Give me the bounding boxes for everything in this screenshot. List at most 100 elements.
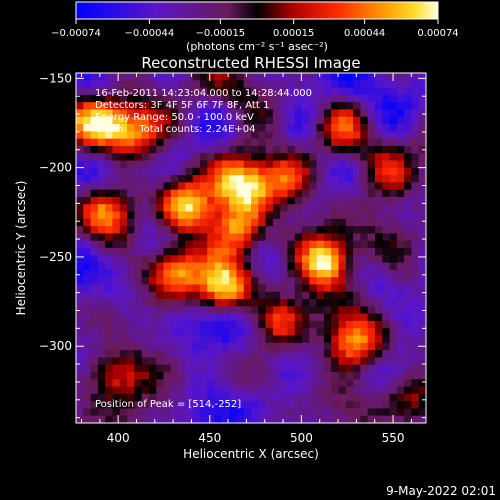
heatmap-cell xyxy=(272,175,281,183)
colorbar-gradient xyxy=(75,1,439,20)
heatmap-cell xyxy=(221,80,230,89)
heatmap-cell xyxy=(389,226,398,235)
heatmap-cell xyxy=(229,350,238,358)
heatmap-cell xyxy=(127,379,135,388)
heatmap-cell xyxy=(345,379,354,388)
heatmap-cell xyxy=(192,218,201,227)
heatmap-cell xyxy=(207,196,216,205)
heatmap-cell xyxy=(83,80,92,89)
heatmap-cell xyxy=(221,73,230,81)
heatmap-cell xyxy=(411,401,420,410)
heatmap-cell xyxy=(294,262,303,271)
heatmap-cell xyxy=(360,350,369,358)
heatmap-cell xyxy=(199,87,208,96)
heatmap-cell xyxy=(287,269,296,278)
heatmap-cell xyxy=(382,124,391,132)
heatmap-cell xyxy=(323,131,332,140)
heatmap-cell xyxy=(287,124,296,132)
heatmap-cell xyxy=(163,167,172,176)
heatmap-cell xyxy=(360,401,369,410)
heatmap-cell xyxy=(396,379,405,388)
heatmap-cell xyxy=(389,248,398,256)
heatmap-cell xyxy=(374,145,383,154)
heatmap-cell xyxy=(309,116,318,125)
heatmap-cell xyxy=(185,73,194,81)
heatmap-cell xyxy=(338,313,347,322)
heatmap-cell xyxy=(76,255,84,264)
heatmap-cell xyxy=(199,262,208,271)
heatmap-cell xyxy=(156,189,165,198)
heatmap-cell xyxy=(258,284,267,293)
heatmap-cell xyxy=(97,269,106,278)
heatmap-cell xyxy=(207,87,216,96)
heatmap-cell xyxy=(163,182,172,191)
heatmap-cell xyxy=(163,102,172,111)
heatmap-cell xyxy=(316,379,325,388)
heatmap-cell xyxy=(294,204,303,213)
heatmap-cell xyxy=(163,357,172,366)
heatmap-cell xyxy=(338,269,347,278)
heatmap-cell xyxy=(302,277,310,286)
heatmap-cell xyxy=(221,371,230,380)
heatmap-cell xyxy=(374,299,383,307)
heatmap-cell xyxy=(170,364,179,373)
heatmap-cell xyxy=(90,102,99,111)
heatmap-cell xyxy=(382,138,391,147)
heatmap-cell xyxy=(404,218,413,227)
heatmap-cell xyxy=(127,94,135,103)
heatmap-cell xyxy=(192,189,201,198)
heatmap-cell xyxy=(163,415,172,423)
heatmap-cell xyxy=(280,73,289,81)
heatmap-cell xyxy=(404,233,413,242)
heatmap-cell xyxy=(148,182,157,191)
heatmap-cell xyxy=(170,196,179,205)
heatmap-cell xyxy=(360,342,369,351)
heatmap-cell xyxy=(309,145,318,154)
heatmap-cell xyxy=(76,371,84,380)
heatmap-cell xyxy=(258,371,267,380)
heatmap-cell xyxy=(294,277,303,286)
heatmap-cell xyxy=(185,87,194,96)
heatmap-cell xyxy=(345,160,354,169)
heatmap-cell xyxy=(272,211,281,220)
heatmap-cell xyxy=(404,160,413,169)
heatmap-cell xyxy=(236,116,245,125)
heatmap-cell xyxy=(323,335,332,344)
heatmap-cell xyxy=(229,211,238,220)
heatmap-cell xyxy=(90,204,99,213)
heatmap-cell xyxy=(316,233,325,242)
heatmap-cell xyxy=(382,313,391,322)
heatmap-cell xyxy=(221,284,230,293)
heatmap-cell xyxy=(302,262,310,271)
heatmap-cell xyxy=(214,226,223,235)
y-tick-label: −200 xyxy=(39,161,72,175)
heatmap-cell xyxy=(309,320,318,329)
heatmap-cell xyxy=(316,291,325,300)
heatmap-cell xyxy=(302,379,310,388)
heatmap-cell xyxy=(243,299,252,307)
heatmap-cell xyxy=(199,211,208,220)
heatmap-cell xyxy=(207,262,216,271)
heatmap-cell xyxy=(90,299,99,307)
heatmap-cell xyxy=(302,248,310,256)
heatmap-cell xyxy=(389,204,398,213)
heatmap-cell xyxy=(90,408,99,417)
heatmap-cell xyxy=(411,408,420,417)
heatmap-cell xyxy=(338,415,347,423)
heatmap-cell xyxy=(127,262,135,271)
heatmap-cell xyxy=(141,218,150,227)
heatmap-cell xyxy=(185,335,194,344)
heatmap-cell xyxy=(163,240,172,249)
heatmap-cell xyxy=(272,379,281,388)
heatmap-cell xyxy=(316,255,325,264)
heatmap-cell xyxy=(83,248,92,256)
heatmap-cell xyxy=(251,160,259,169)
heatmap-cell xyxy=(229,218,238,227)
heatmap-cell xyxy=(119,393,128,402)
heatmap-cell xyxy=(418,109,426,118)
heatmap-cell xyxy=(360,357,369,366)
heatmap-cell xyxy=(170,299,179,307)
heatmap-cell xyxy=(404,291,413,300)
heatmap-cell xyxy=(243,138,252,147)
heatmap-cell xyxy=(418,182,426,191)
